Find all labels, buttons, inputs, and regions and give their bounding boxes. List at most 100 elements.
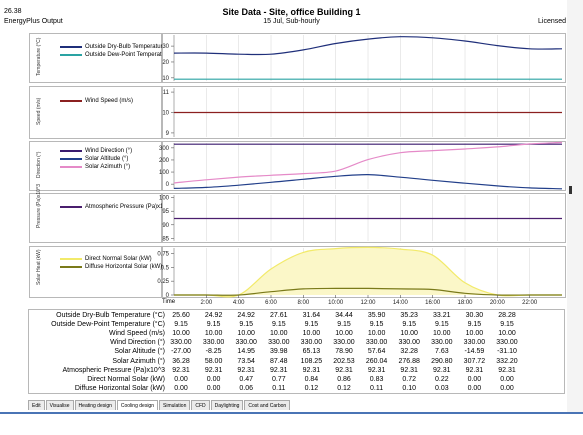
version-label: 26.38 — [4, 8, 22, 15]
tab-heating-design[interactable]: Heating design — [74, 400, 116, 410]
x-tick-label: 6:00 — [265, 300, 277, 306]
y-tick-label: 0 — [166, 293, 170, 299]
page-subtitle: 15 Jul, Sub-hourly — [263, 18, 320, 25]
tab-daylighting[interactable]: Daylighting — [210, 400, 244, 410]
table-row: Direct Normal Solar (kW) 0.00 0.00 0.47 0.77… — [29, 376, 564, 385]
series-line — [173, 36, 563, 56]
table-row: Diffuse Horizontal Solar (kW) 0.00 0.00 0.0… — [29, 385, 564, 394]
table-cell: -14.59 — [464, 348, 485, 356]
y-tick-label: 30 — [162, 44, 169, 50]
solar-legend-panel: Solar Heat (kW) Direct Normal Solar (kW)… — [29, 246, 162, 298]
table-cell: 0.00 — [500, 384, 514, 392]
table-cell: 332.20 — [496, 357, 518, 365]
legend-swatch — [60, 266, 82, 268]
legend-swatch — [60, 150, 82, 152]
table-cell: 36.28 — [172, 357, 190, 365]
tab-simulation[interactable]: Simulation — [159, 400, 191, 410]
table-cell: 25.60 — [172, 312, 190, 319]
y-tick-label: 0.25 — [157, 279, 169, 285]
x-tick-label: 18:00 — [457, 300, 473, 306]
table-row-label: Outside Dew-Point Temperature (°C) — [51, 321, 165, 329]
table-cell: 330.00 — [170, 339, 192, 347]
tab-visualise[interactable]: Visualise — [45, 400, 74, 410]
table-cell: 28.28 — [498, 312, 516, 319]
legend-swatch — [60, 258, 82, 260]
table-cell: 9.15 — [434, 321, 449, 329]
right-scrollbar[interactable] — [567, 0, 583, 412]
table-cell: 9.15 — [337, 321, 351, 329]
y-tick-label: 9 — [166, 131, 170, 137]
table-cell: 9.15 — [467, 321, 482, 329]
bottom-tabs: Edit Visualise Heating design Cooling desig… — [28, 400, 291, 410]
direct-normal-area — [174, 247, 562, 297]
table-cell: 92.31 — [498, 366, 516, 374]
table-cell: 10.00 — [400, 330, 418, 338]
splitter-handle[interactable] — [569, 186, 572, 194]
table-cell: 9.15 — [271, 321, 286, 329]
x-tick-label: 12:00 — [360, 300, 376, 306]
x-tick-label: 16:00 — [425, 300, 441, 306]
table-cell: 92.31 — [302, 366, 321, 374]
table-cell: 34.44 — [335, 312, 353, 319]
table-cell: -31.10 — [497, 348, 517, 356]
page-title: Site Data - Site, office Building 1 — [222, 7, 361, 17]
table-cell: 35.23 — [400, 312, 418, 319]
table-row-label: Outside Dry-Bulb Temperature (°C) — [56, 312, 165, 319]
table-cell: 330.00 — [431, 339, 453, 347]
tab-cooling-design[interactable]: Cooling design — [116, 400, 158, 410]
table-cell: -27.00 — [171, 348, 191, 356]
table-cell: 9.15 — [402, 321, 416, 329]
table-cell: 0.83 — [369, 375, 384, 383]
table-cell: 0.86 — [337, 375, 351, 383]
table-cell: 7.63 — [434, 348, 449, 356]
table-cell: 10.00 — [172, 330, 190, 338]
table-cell: 0.00 — [174, 384, 188, 392]
table-row-label: Diffuse Horizontal Solar (kW) — [74, 384, 165, 392]
table-cell: 0.47 — [239, 375, 253, 383]
table-cell: 0.06 — [239, 384, 253, 392]
table-row: Solar Altitude (°) -27.00 -8.25 14.95 39.98 6… — [29, 348, 564, 357]
legend-swatch — [60, 54, 82, 56]
table-cell: 78.90 — [335, 348, 353, 356]
table-cell: 92.31 — [433, 366, 451, 374]
tab-edit[interactable]: Edit — [28, 400, 45, 410]
table-cell: 330.00 — [398, 339, 420, 347]
table-cell: 9.15 — [206, 321, 221, 329]
table-cell: 33.21 — [433, 312, 451, 319]
table-cell: 9.15 — [369, 321, 384, 329]
legend-diffuse-horizontal: Diffuse Horizontal Solar (kW) — [60, 264, 162, 270]
table-cell: 58.00 — [204, 357, 223, 365]
table-cell: 92.31 — [367, 366, 386, 374]
legend-swatch — [60, 166, 82, 168]
table-cell: 35.90 — [367, 312, 386, 319]
x-tick-label: 8:00 — [297, 300, 309, 306]
legend-label: Outside Dry-Bulb Temperature (°C) — [85, 44, 179, 50]
y-tick-label: 10 — [162, 111, 169, 117]
x-tick-label: 2:00 — [200, 300, 212, 306]
table-cell: 14.95 — [237, 348, 255, 356]
legend-solar-azimuth: Solar Azimuth (°) — [60, 164, 130, 170]
table-cell: 0.72 — [402, 375, 416, 383]
table-cell: 0.12 — [304, 384, 319, 392]
tab-cost-and-carbon[interactable]: Cost and Carbon — [244, 400, 291, 410]
x-tick-label: 14:00 — [393, 300, 409, 306]
y-tick-label: 95 — [162, 209, 169, 215]
table-cell: 330.00 — [333, 339, 355, 347]
data-table: Outside Dry-Bulb Temperature (°C) 25.60 24… — [28, 309, 565, 394]
tab-cfd[interactable]: CFD — [191, 400, 210, 410]
legend-label: Direct Normal Solar (kW) — [85, 256, 152, 262]
legend-label: Wind Speed (m/s) — [85, 98, 134, 104]
table-cell: 65.13 — [302, 348, 321, 356]
y-tick-label: 20 — [162, 60, 169, 66]
x-tick-label: 20:00 — [490, 300, 506, 306]
y-tick-label: 0.5 — [161, 265, 170, 271]
y-tick-label: 11 — [163, 90, 170, 96]
direction-chart-panel — [162, 141, 566, 191]
table-cell: 92.31 — [335, 366, 353, 374]
legend-pressure: Atmospheric Pressure (Pa)x10^3 — [60, 204, 173, 210]
table-cell: 9.15 — [500, 321, 514, 329]
table-cell: 32.28 — [400, 348, 418, 356]
y-tick-label: 0 — [166, 182, 170, 188]
legend-dew-point: Outside Dew-Point Temperature (°C) — [60, 52, 183, 58]
